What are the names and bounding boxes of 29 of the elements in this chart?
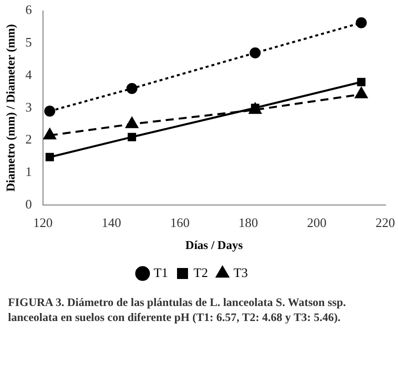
x-tick-label: 180 bbox=[238, 215, 258, 230]
y-tick-label: 4 bbox=[25, 66, 32, 82]
point bbox=[44, 128, 56, 140]
point bbox=[357, 78, 366, 86]
y-tick-label: 1 bbox=[25, 164, 32, 180]
point bbox=[250, 47, 261, 58]
x-tick-label: 140 bbox=[102, 215, 122, 230]
x-tick-label: 120 bbox=[33, 215, 53, 230]
y-tick-label: 0 bbox=[25, 196, 32, 212]
legend-label: T3 bbox=[233, 264, 248, 280]
point bbox=[126, 82, 138, 94]
y-tick-label: 3 bbox=[25, 99, 32, 114]
x-tick-label: 200 bbox=[307, 215, 327, 230]
x-tick-label: 220 bbox=[376, 215, 395, 230]
y-tick-label: 2 bbox=[25, 132, 32, 147]
x-axis-title: Días / Days bbox=[185, 238, 244, 252]
point bbox=[355, 87, 368, 98]
y-tick-label: 6 bbox=[25, 2, 32, 18]
y-axis-title: Diametro (mm) / Diameter (mm) bbox=[3, 24, 18, 192]
x-tick-label: 160 bbox=[170, 215, 190, 230]
point bbox=[126, 117, 138, 128]
point bbox=[128, 132, 136, 142]
point bbox=[356, 17, 367, 28]
point bbox=[46, 152, 54, 162]
y-tick-label: 5 bbox=[25, 34, 32, 50]
point bbox=[44, 106, 56, 117]
text: FIGURA 3. Diámetro de las plántulas de L. lanceolata S. Watson ssp. lanceolata en suelos con diferente pH (T1: 6.57, T2: 4.68 y T3: 5.46). bbox=[8, 296, 347, 326]
legend-label: T2 bbox=[194, 264, 208, 280]
legend-label: T1 bbox=[154, 264, 168, 280]
